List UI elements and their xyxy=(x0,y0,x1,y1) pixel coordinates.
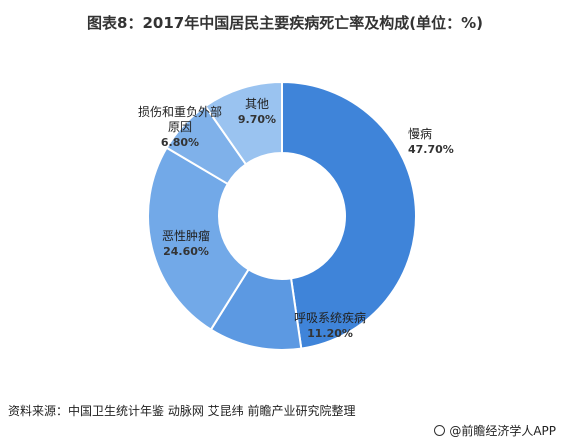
donut-slice xyxy=(147,146,250,331)
slice-value-label: 24.60% xyxy=(163,245,209,258)
slice-value-label: 9.70% xyxy=(238,113,276,126)
credit-line: @前瞻经济学人APP xyxy=(434,422,556,439)
source-note: 资料来源：中国卫生统计年鉴 动脉网 艾昆纬 前瞻产业研究院整理 xyxy=(8,404,356,418)
brand-logo-icon xyxy=(434,425,446,436)
chart-title: 图表8：2017年中国居民主要疾病死亡率及构成(单位：%) xyxy=(87,14,483,32)
donut-chart: 慢病 47.70% 呼吸系统疾病 11.20% 恶性肿瘤 24.60% 损伤和重负外部 原因 6… xyxy=(0,40,570,390)
slice-label: 呼吸系统疾病 11.20% xyxy=(294,310,366,340)
slice-label: 慢病 47.70% xyxy=(408,126,454,156)
credit-text: @前瞻经济学人APP xyxy=(449,424,556,438)
donut-slice xyxy=(203,80,283,166)
donut-slice xyxy=(281,80,417,350)
slice-value-label: 11.20% xyxy=(307,327,353,340)
slice-category-label: 恶性肿瘤 xyxy=(162,228,210,243)
slice-value-label: 47.70% xyxy=(408,143,454,156)
slice-category-label: 损伤和重负外部 xyxy=(138,104,222,119)
slice-category-label: 慢病 xyxy=(408,126,432,141)
slice-category-label: 呼吸系统疾病 xyxy=(294,310,366,325)
slice-category-label: 其他 xyxy=(245,97,269,111)
slice-label: 恶性肿瘤 24.60% xyxy=(162,228,210,258)
slice-label: 其他 9.70% xyxy=(238,97,276,126)
slice-category-label: 原因 xyxy=(168,120,192,134)
slice-value-label: 6.80% xyxy=(161,136,199,149)
